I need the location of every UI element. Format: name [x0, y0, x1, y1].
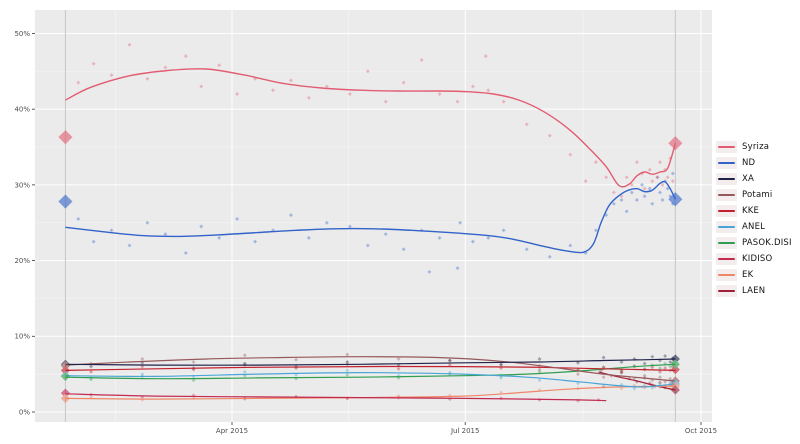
legend-item-label: XA	[742, 174, 755, 184]
legend-item-label: Potami	[742, 190, 773, 200]
legend-key-line-icon	[716, 157, 737, 169]
scatter-points-nd	[76, 171, 675, 274]
result-diamond-laen	[670, 385, 680, 395]
legend-key-line-icon	[716, 173, 737, 185]
trend-line-kke	[65, 365, 676, 371]
legend-item-label: KKE	[742, 206, 760, 216]
y-tick-label: 50%	[14, 30, 30, 38]
trend-line-anel	[65, 371, 676, 388]
y-tick-label: 40%	[14, 106, 30, 114]
result-diamond-syriza	[668, 136, 683, 151]
result-diamond-kke	[670, 365, 680, 375]
election-result-markers	[668, 136, 683, 395]
legend-key-line-icon	[716, 269, 737, 281]
x-tick-label: Jul 2015	[450, 427, 480, 435]
legend-item-label: PASOK.DISI	[742, 238, 792, 248]
result-diamond-pasok-disi	[60, 371, 71, 382]
trend-line-kidiso	[65, 393, 607, 402]
result-diamond-pasok-disi	[670, 359, 680, 369]
legend-key-line-icon	[716, 141, 737, 153]
chart-legend: Syriza ND XA Potami KKE ANEL PASOK.DISI KIDISO E…	[716, 141, 792, 297]
y-tick-label: 30%	[14, 181, 30, 189]
legend-item-xa: XA	[716, 173, 792, 185]
legend-key-line-icon	[716, 221, 737, 233]
legend-item-label: ANEL	[742, 222, 766, 232]
legend-item-ek: EK	[716, 269, 792, 281]
plot-panel	[35, 10, 712, 422]
trend-line-xa	[65, 358, 676, 366]
legend-key-line-icon	[716, 253, 737, 265]
y-tick-label: 0%	[19, 408, 30, 416]
legend-key-line-icon	[716, 189, 737, 201]
legend-key-line-icon	[716, 237, 737, 249]
legend-item-label: KIDISO	[742, 254, 773, 264]
result-diamond-kke	[60, 365, 71, 375]
legend-item-syriza: Syriza	[716, 141, 792, 153]
legend-item-pasok-disi: PASOK.DISI	[716, 237, 792, 249]
legend-item-label: LAEN	[742, 286, 766, 296]
legend-item-nd: ND	[716, 157, 792, 169]
trend-line-pasok-disi	[65, 363, 676, 380]
x-tick-label: Oct 2015	[685, 427, 717, 435]
x-tick-label: Apr 2015	[216, 427, 248, 435]
legend-item-label: EK	[742, 270, 754, 280]
axes: 0% 10% 20% 30% 40% 50% Apr 2015 Jul 2015 Oct 201…	[14, 30, 717, 435]
grid-major	[35, 10, 712, 422]
legend-key-line-icon	[716, 205, 737, 217]
legend-item-label: ND	[742, 158, 756, 168]
legend-key-line-icon	[716, 285, 737, 297]
trend-line-potami	[65, 356, 676, 382]
grid-minor	[35, 10, 712, 422]
trend-line-nd	[65, 180, 677, 254]
trend-line-syriza	[65, 68, 677, 188]
legend-item-anel: ANEL	[716, 221, 792, 233]
legend-item-laen: LAEN	[716, 285, 792, 297]
y-tick-label: 10%	[14, 333, 30, 341]
result-diamond-ek	[60, 393, 71, 403]
result-diamond-nd	[668, 192, 683, 207]
legend-item-kke: KKE	[716, 205, 792, 217]
legend-item-label: Syriza	[742, 142, 770, 152]
result-diamond-kidiso	[60, 388, 71, 398]
y-tick-label: 20%	[14, 257, 30, 265]
election-day-lines	[64, 10, 676, 422]
legend-item-kidiso: KIDISO	[716, 253, 792, 265]
result-diamond-xa	[670, 354, 680, 364]
legend-item-potami: Potami	[716, 189, 792, 201]
